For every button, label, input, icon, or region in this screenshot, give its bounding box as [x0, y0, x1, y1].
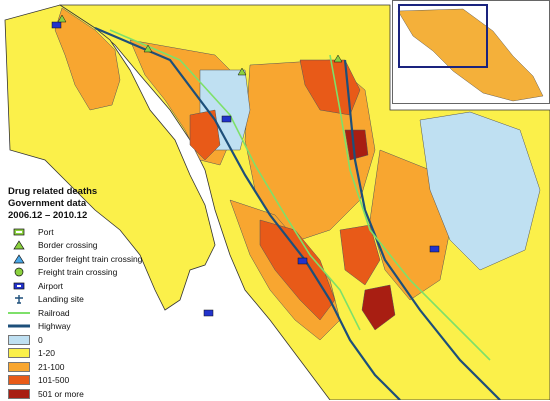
inset-map — [392, 0, 550, 104]
legend-label: Highway — [38, 321, 71, 332]
border-crossing-icon — [8, 239, 30, 251]
highway-line — [94, 26, 401, 400]
land-baja — [4, 4, 216, 311]
legend-title-line2: Government data — [8, 198, 87, 209]
legend-item-port: Port — [8, 225, 198, 239]
legend-label: 21-100 — [38, 361, 65, 372]
airport-icon — [429, 245, 440, 253]
airport-icon — [8, 280, 30, 292]
legend-class-0: 0 — [8, 333, 198, 347]
region-red-coast — [259, 219, 336, 321]
inset-highlight-frame — [398, 4, 488, 68]
legend-label: 0 — [38, 334, 43, 345]
port-icon — [8, 226, 30, 238]
legend-label: Border freight train crossing — [38, 253, 143, 264]
legend-class-1: 1-20 — [8, 347, 198, 361]
airport-icon — [221, 115, 232, 123]
inset-land — [397, 8, 544, 102]
railroad-line-icon — [8, 307, 30, 319]
railroad-line — [109, 29, 361, 331]
legend-label: Freight train crossing — [38, 267, 118, 278]
legend-swatch — [8, 388, 30, 399]
legend: Drug related deaths Government data 2006… — [8, 186, 198, 401]
legend-label: Border crossing — [38, 240, 98, 251]
legend-class-4: 501 or more — [8, 387, 198, 401]
legend-item-railroad: Railroad — [8, 306, 198, 320]
border-crossing-icon — [57, 14, 67, 23]
legend-swatch — [8, 348, 30, 359]
legend-title-line1: Drug related deaths — [8, 186, 98, 197]
legend-label: 501 or more — [38, 388, 84, 399]
legend-item-highway: Highway — [8, 320, 198, 334]
border-crossing-icon — [333, 54, 343, 63]
airport-icon — [297, 257, 308, 265]
railroad-line — [329, 54, 491, 361]
legend-item-border-freight: Border freight train crossing — [8, 252, 198, 266]
legend-swatch — [8, 375, 30, 386]
region-red-sonora — [189, 109, 221, 161]
legend-label: 101-500 — [38, 375, 70, 386]
legend-item-freight-train: Freight train crossing — [8, 266, 198, 280]
region-darkred-1 — [361, 284, 396, 331]
legend-item-border-crossing: Border crossing — [8, 239, 198, 253]
border-freight-train-crossing-icon — [8, 253, 30, 265]
legend-label: Airport — [38, 280, 64, 291]
freight-train-crossing-icon — [8, 266, 30, 278]
region-darkred-2 — [344, 129, 369, 161]
airport-icon — [51, 21, 62, 29]
landing-site-icon — [8, 293, 30, 305]
legend-label: Landing site — [38, 294, 84, 305]
legend-class-2: 21-100 — [8, 360, 198, 374]
legend-item-landing-site: Landing site — [8, 293, 198, 307]
region-red-durango — [339, 224, 381, 286]
region-blue-northeast — [419, 111, 541, 271]
legend-title-line3: 2006.12 – 2010.12 — [8, 210, 88, 221]
border-crossing-icon — [143, 44, 153, 53]
border-crossing-icon — [237, 67, 247, 76]
airport-icon — [203, 309, 214, 317]
legend-label: Port — [38, 226, 54, 237]
region-orange-baja — [54, 7, 121, 111]
highway-line-icon — [8, 320, 30, 332]
legend-label: Railroad — [38, 307, 70, 318]
legend-swatch — [8, 334, 30, 345]
legend-label: 1-20 — [38, 348, 56, 359]
legend-item-airport: Airport — [8, 279, 198, 293]
legend-swatch — [8, 361, 30, 372]
legend-class-3: 101-500 — [8, 374, 198, 388]
inset-map-drawing — [397, 4, 544, 102]
